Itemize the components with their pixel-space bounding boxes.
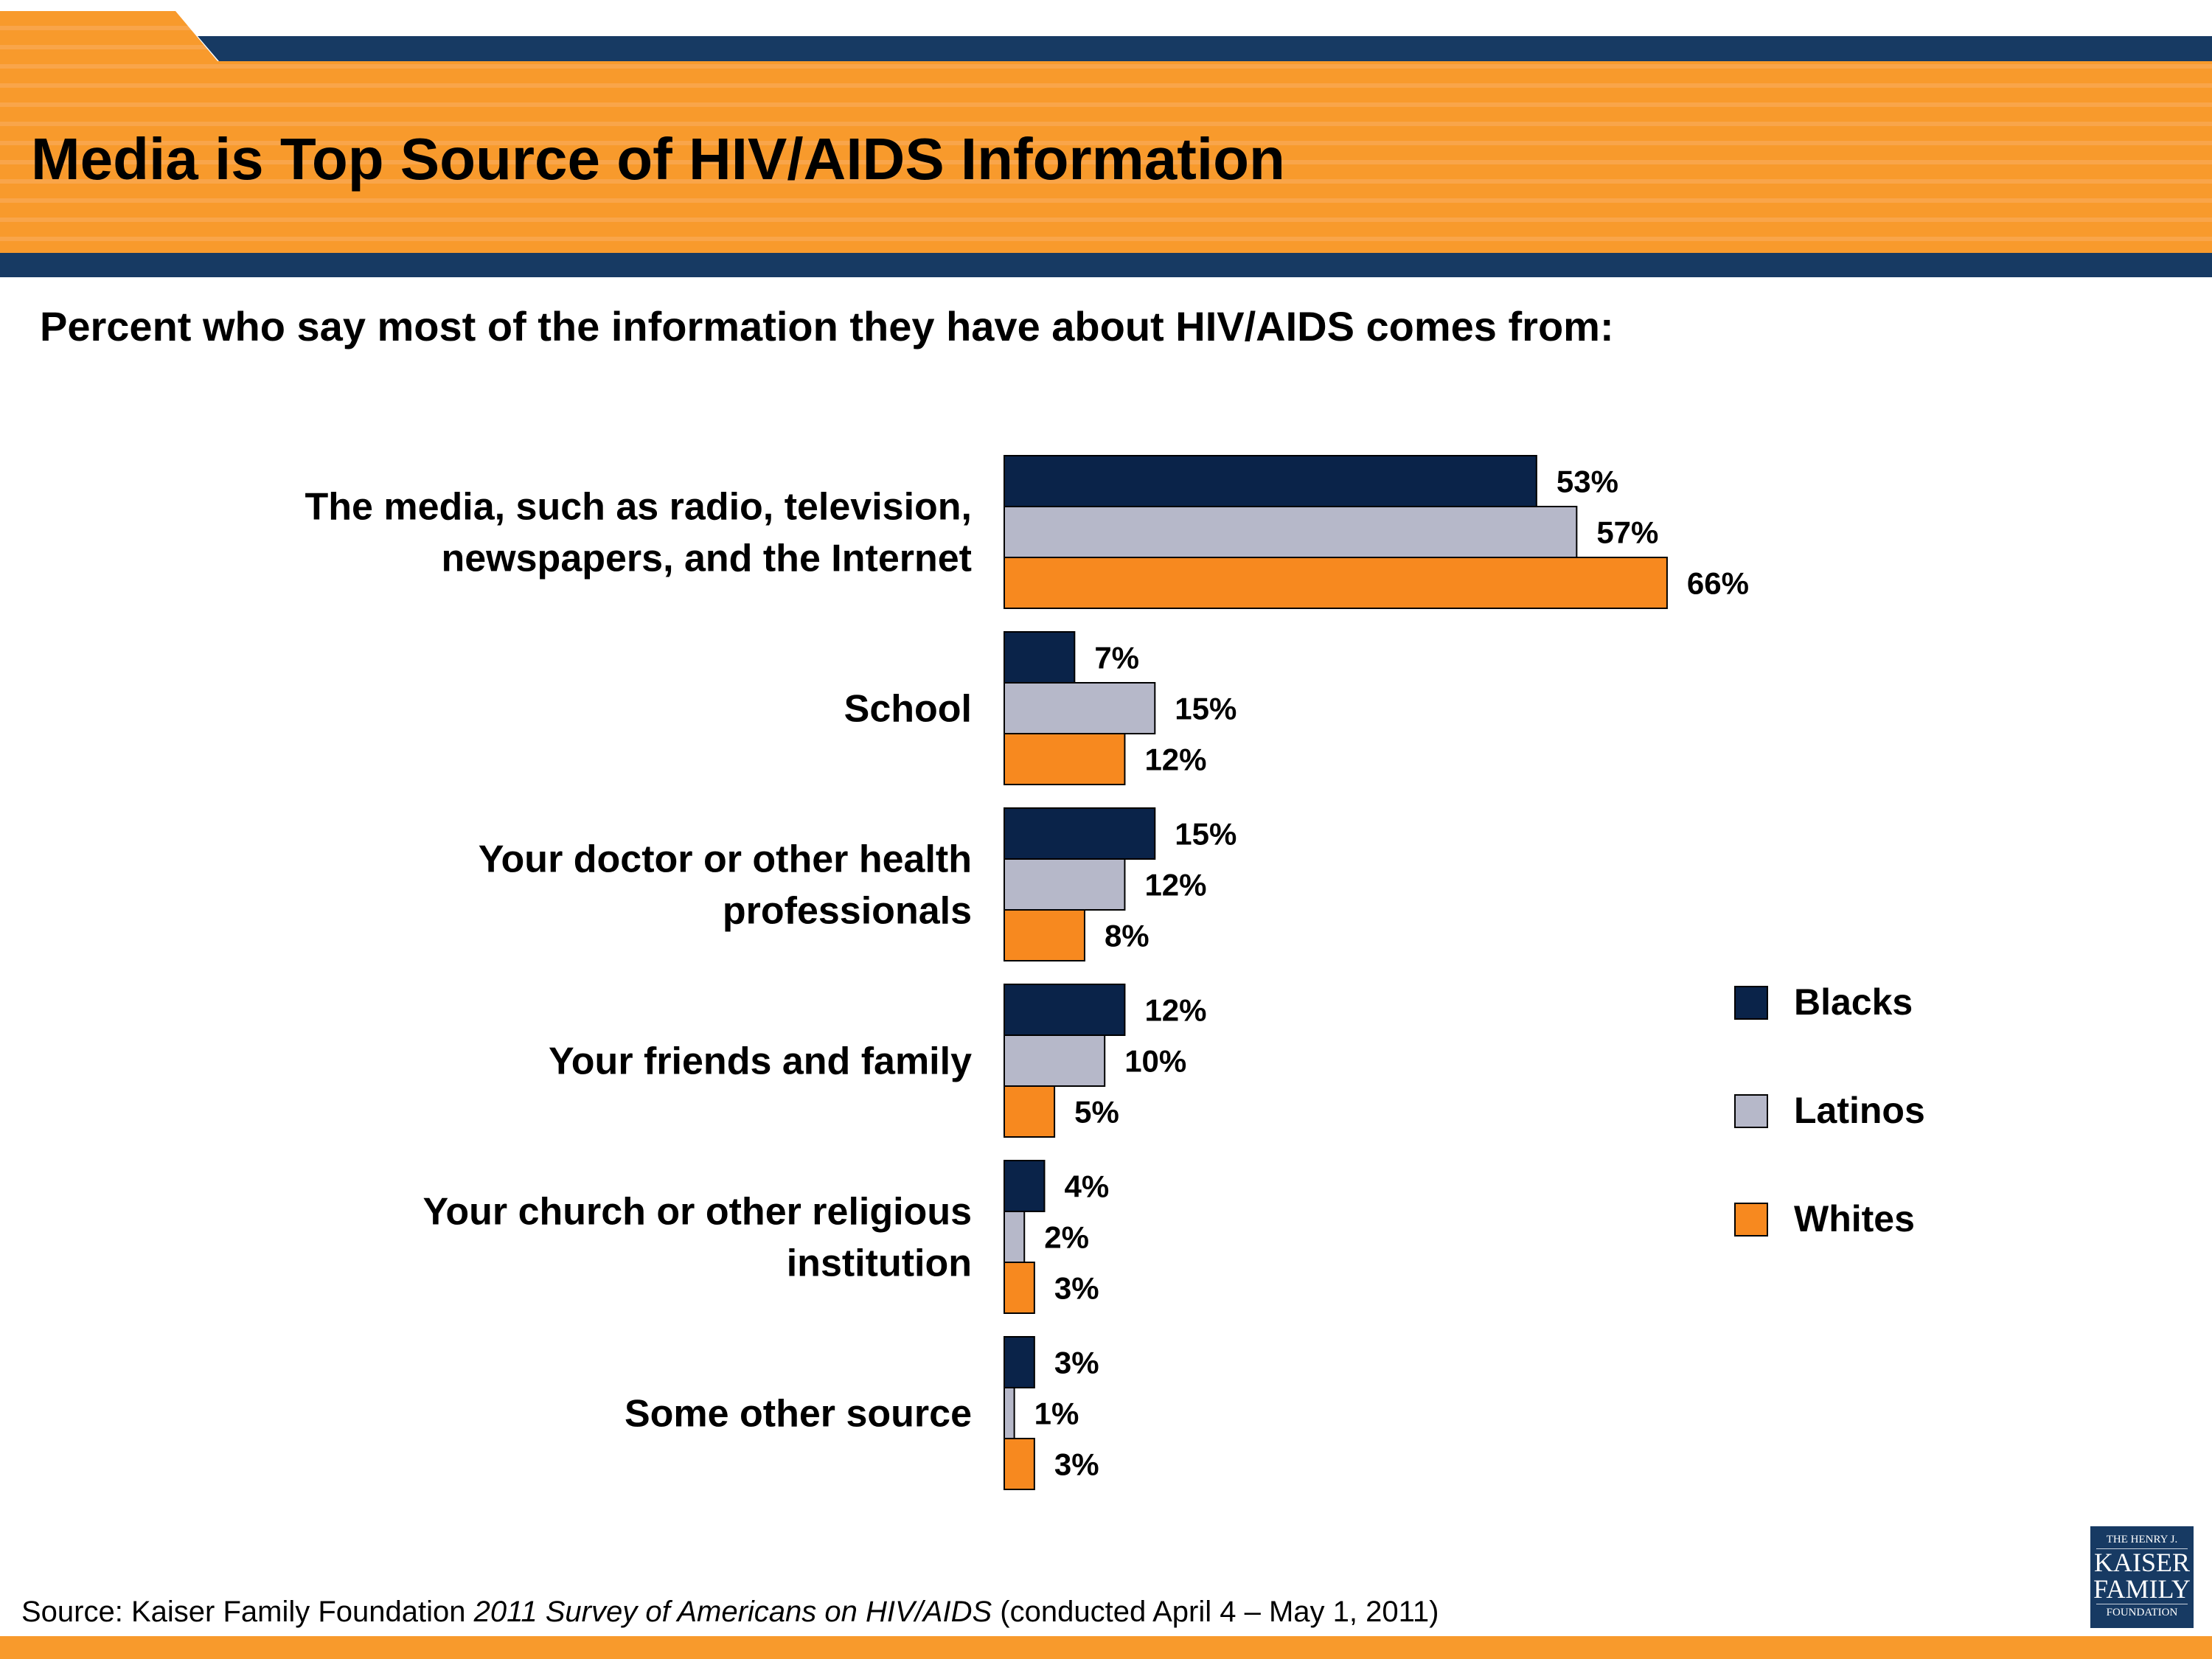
bar-latinos [1004, 682, 1156, 734]
category-label: School [844, 688, 972, 731]
category-label: institution [787, 1242, 972, 1285]
data-label: 53% [1557, 465, 1618, 499]
category-label: newspapers, and the Internet [442, 538, 973, 580]
bar-blacks [1004, 984, 1126, 1036]
legend-label: Blacks [1794, 981, 1913, 1023]
category-label: professionals [723, 890, 972, 933]
bar-blacks [1004, 1160, 1046, 1212]
bar-latinos [1004, 1387, 1015, 1439]
data-label: 15% [1175, 817, 1237, 852]
data-label: 5% [1074, 1095, 1119, 1130]
bar-latinos [1004, 858, 1126, 911]
data-label: 57% [1596, 515, 1658, 550]
data-label: 3% [1054, 1271, 1099, 1306]
data-label: 8% [1105, 919, 1150, 953]
header-stripe-bottom [0, 253, 2212, 277]
category-label: The media, such as radio, television, [305, 486, 972, 529]
bar-whites [1004, 1085, 1056, 1138]
legend-swatch-blacks [1734, 986, 1768, 1020]
data-label: 7% [1094, 641, 1139, 675]
footer-bar [0, 1636, 2212, 1659]
legend-label: Whites [1794, 1198, 1915, 1239]
data-label: 1% [1034, 1397, 1079, 1431]
data-label: 3% [1054, 1447, 1099, 1482]
data-label: 15% [1175, 692, 1237, 726]
source-prefix: Source: Kaiser Family Foundation [21, 1596, 474, 1628]
source-title: 2011 Survey of Americans on HIV/AIDS [473, 1596, 992, 1628]
category-label: Your doctor or other health [479, 838, 972, 881]
logo-line: KAISER [2093, 1548, 2190, 1577]
data-label: 12% [1144, 742, 1206, 777]
bar-whites [1004, 1262, 1035, 1314]
data-label: 3% [1054, 1346, 1099, 1380]
data-label: 66% [1687, 566, 1749, 601]
logo-line: THE HENRY J. [2096, 1534, 2188, 1549]
source-note: Source: Kaiser Family Foundation 2011 Su… [21, 1596, 1439, 1629]
logo-line: FAMILY [2093, 1574, 2191, 1604]
category-label: Your church or other religious [423, 1191, 972, 1234]
header-stripe-top [198, 36, 2212, 61]
bar-latinos [1004, 1034, 1106, 1087]
source-suffix: (conducted April 4 – May 1, 2011) [992, 1596, 1439, 1628]
kff-logo: THE HENRY J. KAISER FAMILY FOUNDATION [2090, 1526, 2194, 1628]
legend-label: Latinos [1794, 1090, 1925, 1131]
bar-blacks [1004, 455, 1537, 507]
category-label: Some other source [625, 1393, 972, 1436]
bar-whites [1004, 557, 1668, 609]
page-title: Media is Top Source of HIV/AIDS Informat… [31, 126, 1285, 192]
bar-whites [1004, 909, 1085, 961]
data-label: 10% [1124, 1044, 1186, 1079]
bar-blacks [1004, 807, 1156, 860]
bar-whites [1004, 733, 1126, 785]
data-label: 12% [1144, 868, 1206, 902]
bar-blacks [1004, 1336, 1035, 1388]
data-label: 4% [1064, 1169, 1109, 1204]
bar-blacks [1004, 631, 1076, 684]
bar-latinos [1004, 1211, 1026, 1263]
logo-line: FOUNDATION [2096, 1604, 2188, 1619]
legend-swatch-whites [1734, 1203, 1768, 1237]
category-label: Your friends and family [549, 1040, 972, 1083]
data-label: 2% [1044, 1220, 1089, 1255]
legend-swatch-latinos [1734, 1094, 1768, 1128]
bar-latinos [1004, 506, 1578, 558]
bar-whites [1004, 1438, 1035, 1490]
data-label: 12% [1144, 993, 1206, 1028]
chart-subtitle: Percent who say most of the information … [40, 303, 1614, 349]
